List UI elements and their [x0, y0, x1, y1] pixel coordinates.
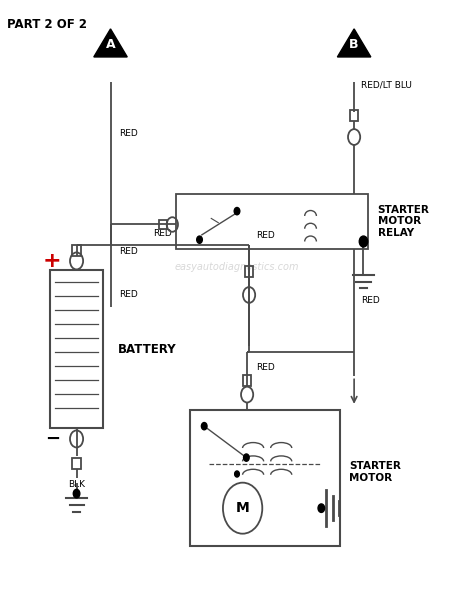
- Bar: [159, 219, 167, 229]
- Bar: [176, 194, 368, 249]
- Circle shape: [318, 504, 325, 512]
- Circle shape: [235, 471, 239, 477]
- Circle shape: [73, 489, 80, 498]
- Text: STARTER
MOTOR
RELAY: STARTER MOTOR RELAY: [377, 205, 429, 238]
- Text: RED: RED: [256, 231, 275, 240]
- Bar: [350, 110, 358, 121]
- Circle shape: [197, 236, 202, 243]
- Text: easyautodiagnostics.com: easyautodiagnostics.com: [175, 262, 299, 272]
- Text: +: +: [43, 251, 62, 271]
- Circle shape: [201, 422, 207, 430]
- Bar: [245, 266, 253, 276]
- Text: RED: RED: [119, 290, 138, 299]
- Text: RED: RED: [119, 247, 138, 256]
- Text: B: B: [349, 38, 359, 51]
- Text: BLK: BLK: [68, 480, 85, 489]
- Polygon shape: [337, 29, 371, 57]
- Text: RED: RED: [256, 363, 275, 371]
- Bar: [73, 458, 81, 469]
- Bar: [50, 270, 103, 428]
- Circle shape: [244, 454, 249, 461]
- Text: STARTER
MOTOR: STARTER MOTOR: [349, 461, 401, 483]
- Bar: [243, 375, 251, 386]
- Bar: [190, 409, 340, 546]
- Text: M: M: [236, 501, 249, 515]
- Text: RED: RED: [361, 296, 380, 305]
- Text: RED: RED: [119, 129, 138, 138]
- Circle shape: [359, 236, 368, 247]
- Bar: [73, 245, 81, 256]
- Text: RED/LT BLU: RED/LT BLU: [361, 80, 412, 89]
- Circle shape: [234, 207, 240, 215]
- Text: BATTERY: BATTERY: [118, 343, 176, 356]
- Text: A: A: [106, 38, 115, 51]
- Circle shape: [223, 482, 262, 534]
- Text: RED: RED: [154, 229, 172, 238]
- Text: −: −: [45, 430, 60, 448]
- Text: PART 2 OF 2: PART 2 OF 2: [8, 18, 88, 31]
- Polygon shape: [94, 29, 127, 57]
